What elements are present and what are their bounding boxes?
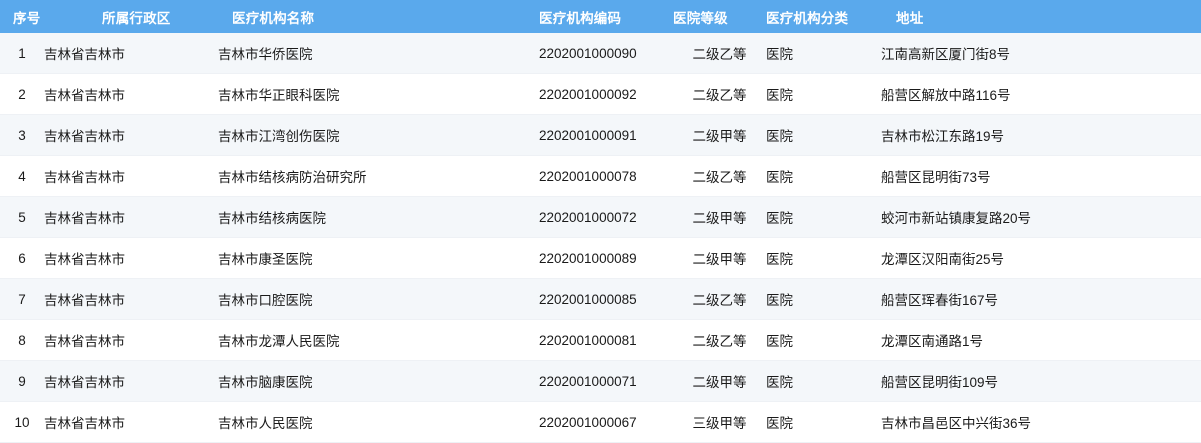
cell-level: 二级乙等 <box>673 33 766 74</box>
cell-name: 吉林市江湾创伤医院 <box>218 114 539 156</box>
cell-name: 吉林市华正眼科医院 <box>218 73 539 115</box>
cell-category: 医院 <box>766 155 881 197</box>
cell-address: 吉林市松江东路19号 <box>881 114 1201 156</box>
cell-category: 医院 <box>766 114 881 156</box>
cell-level: 三级甲等 <box>673 401 766 443</box>
cell-district: 吉林省吉林市 <box>44 73 218 115</box>
cell-level: 二级乙等 <box>673 319 766 361</box>
cell-name: 吉林市结核病医院 <box>218 196 539 238</box>
cell-address: 龙潭区南通路1号 <box>881 319 1201 361</box>
cell-level: 二级甲等 <box>673 114 766 156</box>
cell-name: 吉林市康圣医院 <box>218 237 539 279</box>
column-header-level[interactable]: 医院等级 <box>673 0 766 33</box>
cell-address: 船营区昆明街73号 <box>881 155 1201 197</box>
cell-name: 吉林市脑康医院 <box>218 360 539 402</box>
table-row[interactable]: 7 吉林省吉林市 吉林市口腔医院 2202001000085 二级乙等 医院 船营区珲春街1… <box>0 278 1201 320</box>
table-row[interactable]: 8 吉林省吉林市 吉林市龙潭人民医院 2202001000081 二级乙等 医院 龙潭区南通… <box>0 319 1201 361</box>
cell-district: 吉林省吉林市 <box>44 319 218 361</box>
cell-category: 医院 <box>766 73 881 115</box>
cell-name: 吉林市结核病防治研究所 <box>218 155 539 197</box>
table-row[interactable]: 6 吉林省吉林市 吉林市康圣医院 2202001000089 二级甲等 医院 龙潭区汉阳南街… <box>0 237 1201 279</box>
column-header-index[interactable]: 序号 <box>0 0 44 33</box>
cell-address: 船营区解放中路116号 <box>881 73 1201 115</box>
cell-level: 二级乙等 <box>673 155 766 197</box>
cell-code: 2202001000092 <box>539 73 673 115</box>
cell-index: 1 <box>0 33 44 74</box>
column-header-code[interactable]: 医疗机构编码 <box>539 0 673 33</box>
cell-name: 吉林市口腔医院 <box>218 278 539 320</box>
column-header-name[interactable]: 医疗机构名称 <box>218 0 539 33</box>
cell-district: 吉林省吉林市 <box>44 401 218 443</box>
cell-category: 医院 <box>766 360 881 402</box>
table-header-row: 序号 所属行政区 医疗机构名称 医疗机构编码 医院等级 医疗机构分类 地址 <box>0 0 1201 33</box>
cell-index: 7 <box>0 278 44 320</box>
cell-index: 8 <box>0 319 44 361</box>
cell-level: 二级乙等 <box>673 278 766 320</box>
cell-code: 2202001000072 <box>539 196 673 238</box>
column-header-district[interactable]: 所属行政区 <box>44 0 218 33</box>
cell-code: 2202001000081 <box>539 319 673 361</box>
cell-index: 9 <box>0 360 44 402</box>
cell-code: 2202001000090 <box>539 33 673 74</box>
column-header-category[interactable]: 医疗机构分类 <box>766 0 881 33</box>
cell-index: 5 <box>0 196 44 238</box>
table-body: 1 吉林省吉林市 吉林市华侨医院 2202001000090 二级乙等 医院 江南高新区厦门… <box>0 33 1201 443</box>
cell-address: 船营区珲春街167号 <box>881 278 1201 320</box>
table-row[interactable]: 2 吉林省吉林市 吉林市华正眼科医院 2202001000092 二级乙等 医院 船营区解放… <box>0 73 1201 115</box>
cell-code: 2202001000067 <box>539 401 673 443</box>
cell-index: 2 <box>0 73 44 115</box>
column-header-address[interactable]: 地址 <box>881 0 1201 33</box>
cell-address: 龙潭区汉阳南街25号 <box>881 237 1201 279</box>
table-row[interactable]: 9 吉林省吉林市 吉林市脑康医院 2202001000071 二级甲等 医院 船营区昆明街1… <box>0 360 1201 402</box>
cell-district: 吉林省吉林市 <box>44 114 218 156</box>
cell-level: 二级乙等 <box>673 73 766 115</box>
cell-level: 二级甲等 <box>673 237 766 279</box>
cell-category: 医院 <box>766 33 881 74</box>
cell-level: 二级甲等 <box>673 196 766 238</box>
table-row[interactable]: 5 吉林省吉林市 吉林市结核病医院 2202001000072 二级甲等 医院 蛟河市新站镇… <box>0 196 1201 238</box>
cell-category: 医院 <box>766 278 881 320</box>
cell-index: 10 <box>0 401 44 443</box>
cell-address: 江南高新区厦门街8号 <box>881 33 1201 74</box>
cell-category: 医院 <box>766 196 881 238</box>
cell-district: 吉林省吉林市 <box>44 155 218 197</box>
cell-index: 6 <box>0 237 44 279</box>
cell-category: 医院 <box>766 319 881 361</box>
cell-address: 蛟河市新站镇康复路20号 <box>881 196 1201 238</box>
cell-code: 2202001000085 <box>539 278 673 320</box>
cell-code: 2202001000071 <box>539 360 673 402</box>
cell-district: 吉林省吉林市 <box>44 360 218 402</box>
table-row[interactable]: 4 吉林省吉林市 吉林市结核病防治研究所 2202001000078 二级乙等 医院 船营区… <box>0 155 1201 197</box>
table-row[interactable]: 10 吉林省吉林市 吉林市人民医院 2202001000067 三级甲等 医院 吉林市昌邑区… <box>0 401 1201 443</box>
cell-district: 吉林省吉林市 <box>44 196 218 238</box>
cell-code: 2202001000091 <box>539 114 673 156</box>
cell-name: 吉林市人民医院 <box>218 401 539 443</box>
cell-index: 4 <box>0 155 44 197</box>
cell-category: 医院 <box>766 401 881 443</box>
cell-level: 二级甲等 <box>673 360 766 402</box>
cell-name: 吉林市华侨医院 <box>218 33 539 74</box>
cell-category: 医院 <box>766 237 881 279</box>
table-row[interactable]: 1 吉林省吉林市 吉林市华侨医院 2202001000090 二级乙等 医院 江南高新区厦门… <box>0 33 1201 74</box>
cell-district: 吉林省吉林市 <box>44 33 218 74</box>
cell-district: 吉林省吉林市 <box>44 237 218 279</box>
cell-name: 吉林市龙潭人民医院 <box>218 319 539 361</box>
cell-address: 船营区昆明街109号 <box>881 360 1201 402</box>
cell-index: 3 <box>0 114 44 156</box>
table-row[interactable]: 3 吉林省吉林市 吉林市江湾创伤医院 2202001000091 二级甲等 医院 吉林市松江… <box>0 114 1201 156</box>
cell-address: 吉林市昌邑区中兴街36号 <box>881 401 1201 443</box>
cell-code: 2202001000078 <box>539 155 673 197</box>
table-header: 序号 所属行政区 医疗机构名称 医疗机构编码 医院等级 医疗机构分类 地址 <box>0 0 1201 33</box>
cell-district: 吉林省吉林市 <box>44 278 218 320</box>
cell-code: 2202001000089 <box>539 237 673 279</box>
